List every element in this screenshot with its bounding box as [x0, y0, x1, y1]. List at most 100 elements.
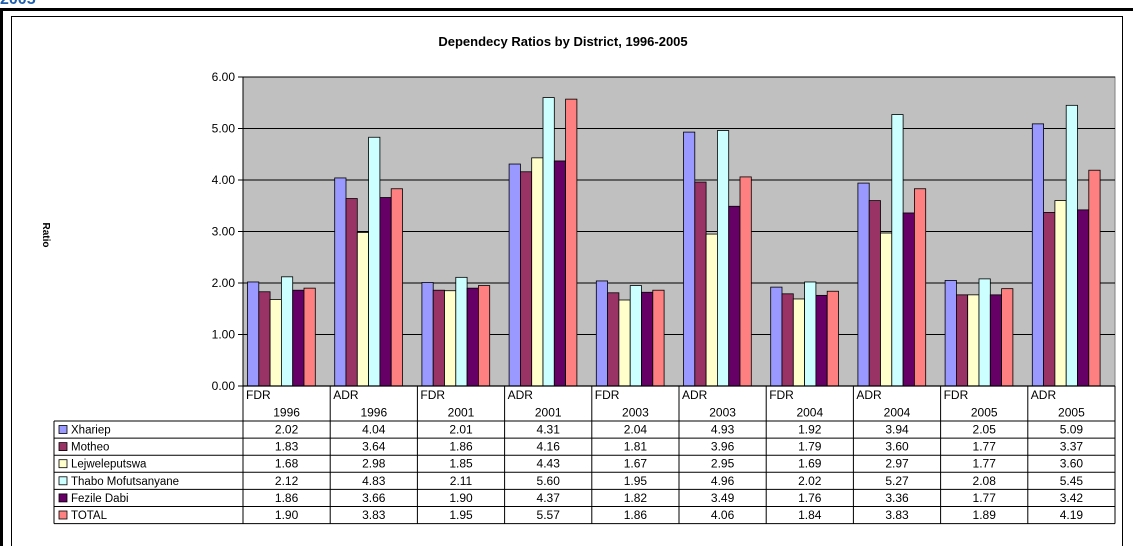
category-label: 1996: [273, 406, 300, 420]
bar: [1054, 200, 1067, 387]
bar: [542, 97, 555, 387]
bar: [705, 233, 718, 387]
data-label: 1.69: [798, 457, 822, 471]
data-label: 1.95: [624, 474, 648, 488]
category-label: 2001: [535, 406, 562, 420]
category-label: FDR: [246, 388, 271, 402]
bar: [444, 290, 457, 387]
bar: [826, 290, 839, 387]
category-label: ADR: [333, 388, 359, 402]
bar: [466, 287, 479, 387]
bar: [652, 289, 665, 387]
bar: [944, 280, 957, 387]
data-label: 5.09: [1060, 423, 1084, 437]
bar: [432, 289, 445, 387]
y-tick-label: 1.00: [212, 328, 236, 342]
bar: [868, 200, 881, 387]
data-label: 3.96: [711, 440, 735, 454]
bar: [345, 198, 358, 387]
bar: [269, 299, 282, 387]
bar: [956, 294, 969, 387]
data-label: 1.79: [798, 440, 822, 454]
bar: [914, 188, 927, 387]
bar: [891, 114, 904, 387]
bar: [508, 163, 521, 387]
legend-series-name: Fezile Dabi: [71, 493, 129, 505]
y-tick-label: 0.00: [212, 379, 236, 393]
y-tick-label: 3.00: [212, 225, 236, 239]
bar: [880, 232, 893, 387]
category-label: 2003: [709, 406, 736, 420]
data-label: 5.57: [537, 508, 561, 522]
y-axis-label: Ratio: [40, 223, 51, 248]
bar: [1031, 123, 1044, 387]
bar: [553, 160, 566, 387]
page-header-fragment: 2005: [0, 0, 36, 9]
y-tick-label: 6.00: [212, 70, 236, 84]
data-label: 2.02: [798, 474, 822, 488]
bar: [629, 285, 642, 387]
bar: [356, 232, 369, 387]
data-label: 3.83: [885, 508, 909, 522]
category-label: FDR: [420, 388, 445, 402]
data-label: 3.94: [885, 423, 909, 437]
bar: [815, 294, 828, 387]
category-label: ADR: [682, 388, 708, 402]
bar: [978, 278, 991, 387]
bar: [804, 281, 817, 387]
data-label: 1.90: [449, 491, 473, 505]
bar: [565, 98, 578, 387]
data-label: 1.95: [449, 508, 473, 522]
data-label: 1.90: [275, 508, 299, 522]
bar: [739, 176, 752, 387]
data-label: 3.60: [1060, 457, 1084, 471]
data-label: 1.92: [798, 423, 822, 437]
bar: [1077, 209, 1090, 387]
category-label: FDR: [595, 388, 620, 402]
data-label: 3.66: [362, 491, 386, 505]
category-label: 2005: [1058, 406, 1085, 420]
bar: [1065, 104, 1078, 387]
data-label: 4.04: [362, 423, 386, 437]
data-label: 5.60: [537, 474, 561, 488]
data-label: 3.83: [362, 508, 386, 522]
data-label: 1.76: [798, 491, 822, 505]
bar: [334, 177, 347, 387]
chart-title: Dependecy Ratios by District, 1996-2005: [438, 34, 687, 49]
data-label: 2.08: [973, 474, 997, 488]
bar: [595, 280, 608, 387]
legend-swatch: [58, 476, 68, 486]
category-label: 2004: [884, 406, 911, 420]
data-label: 1.84: [798, 508, 822, 522]
data-label: 3.49: [711, 491, 735, 505]
data-label: 3.36: [885, 491, 909, 505]
data-label: 4.31: [537, 423, 561, 437]
data-label: 1.77: [973, 440, 997, 454]
y-tick-label: 2.00: [212, 276, 236, 290]
legend-swatch: [58, 493, 68, 503]
bar: [1088, 169, 1101, 387]
legend-series-name: TOTAL: [71, 510, 108, 522]
data-label: 1.86: [624, 508, 648, 522]
data-label: 2.98: [362, 457, 386, 471]
category-label: FDR: [944, 388, 969, 402]
data-label: 2.04: [624, 423, 648, 437]
data-label: 2.01: [449, 423, 473, 437]
data-label: 4.43: [537, 457, 561, 471]
category-label: 2005: [971, 406, 998, 420]
legend-series-name: Xhariep: [71, 425, 111, 437]
bar: [717, 130, 730, 387]
chart-container: Dependecy Ratios by District, 1996-2005 …: [11, 16, 1123, 546]
data-label: 1.89: [973, 508, 997, 522]
legend-swatch: [58, 459, 68, 469]
bar: [531, 157, 544, 387]
bar: [683, 131, 696, 387]
legend-swatch: [58, 425, 68, 434]
legend-series-name: Lejweleputswa: [71, 459, 147, 471]
data-label: 4.16: [537, 440, 561, 454]
legend-series-name: Thabo Mofutsanyane: [71, 476, 179, 488]
data-label: 2.97: [885, 457, 909, 471]
data-label: 2.11: [450, 474, 473, 488]
chart-svg: Dependecy Ratios by District, 1996-2005 …: [40, 34, 1116, 525]
legend-swatch: [58, 510, 68, 520]
